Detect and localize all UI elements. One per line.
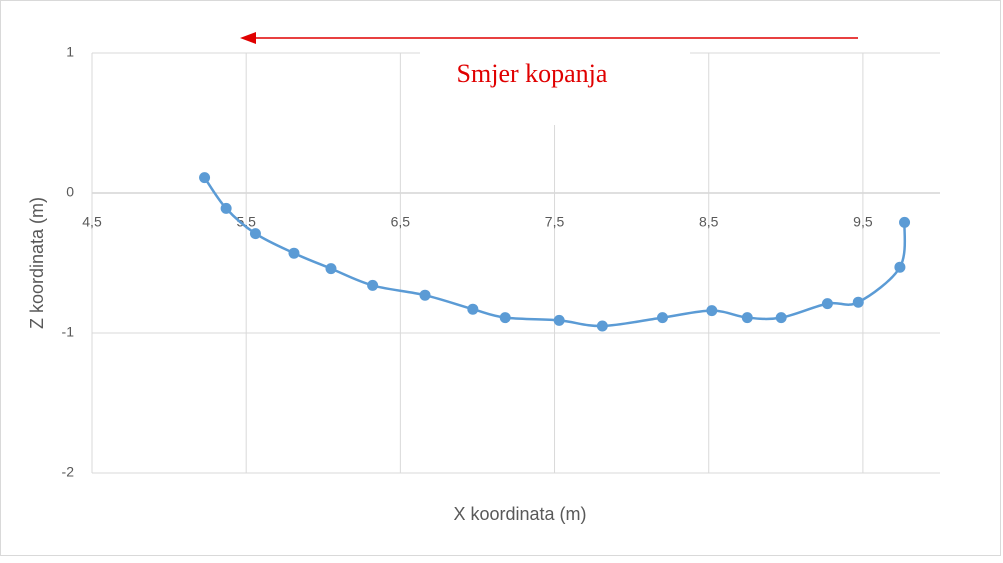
annotation: Smjer kopanja: [457, 59, 608, 88]
point: [899, 216, 911, 228]
point: [249, 228, 261, 240]
x-tick-label: 6,5: [391, 214, 411, 230]
point: [199, 172, 211, 184]
point: [894, 261, 906, 273]
grid: [91, 52, 940, 474]
point: [419, 289, 431, 301]
y-axis-label: Z koordinata (m): [27, 197, 47, 329]
x-tick-label: 9,5: [853, 214, 873, 230]
point: [325, 263, 337, 275]
point: [467, 303, 479, 315]
point: [821, 298, 833, 310]
x-tick-label: 4,5: [82, 214, 102, 230]
annotation-box: [420, 45, 690, 125]
point: [656, 312, 668, 324]
point: [706, 305, 718, 317]
x-tick-label: 5,5: [236, 214, 256, 230]
x-tick-label: 8,5: [699, 214, 719, 230]
y-tick-label: -1: [62, 324, 75, 340]
point: [367, 279, 379, 291]
point: [220, 202, 232, 214]
arrow-head: [240, 32, 256, 44]
point: [499, 312, 511, 324]
point: [775, 312, 787, 324]
x-axis-label: X koordinata (m): [453, 504, 586, 524]
point: [741, 312, 753, 324]
point: [596, 320, 608, 332]
point: [852, 296, 864, 308]
point: [553, 314, 565, 326]
x-tick-label: 7,5: [545, 214, 565, 230]
y-tick-label: 1: [66, 44, 74, 60]
y-tick-label: 0: [66, 184, 74, 200]
point: [288, 247, 300, 259]
y-tick-label: -2: [62, 464, 75, 480]
